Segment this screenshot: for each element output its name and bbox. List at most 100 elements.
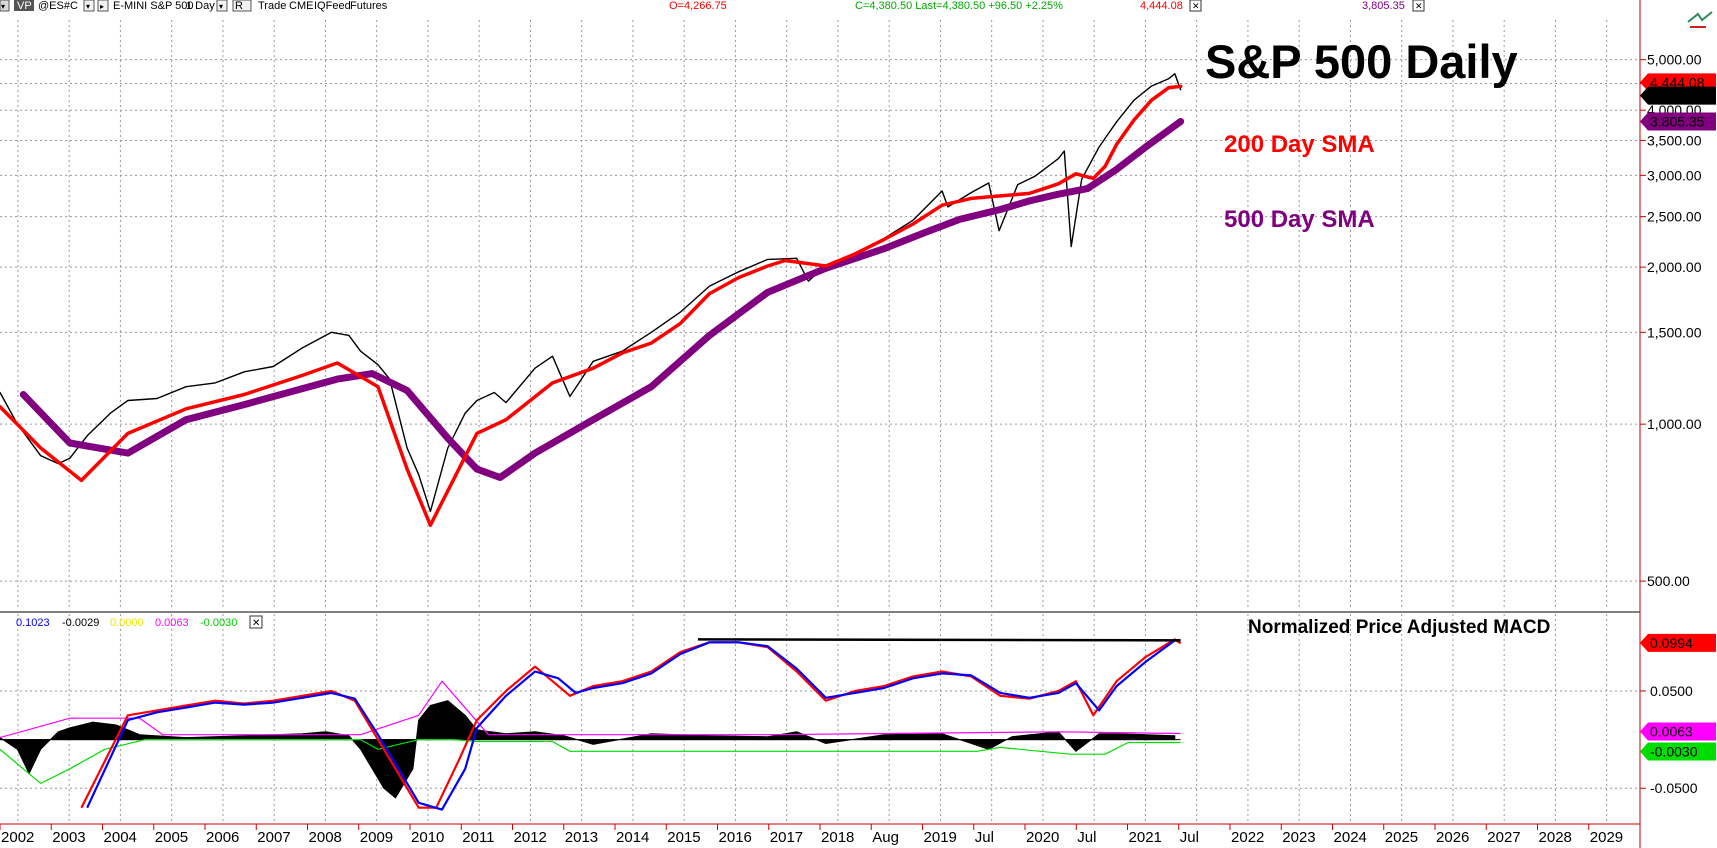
y-tick-label: 2,000.00 (1647, 259, 1702, 275)
sma500-readout: 3,805.35 (1362, 0, 1405, 12)
chart-title: S&P 500 Daily (1205, 35, 1518, 88)
sma500-series-label: 500 Day SMA (1224, 206, 1375, 233)
x-tick-label: 2004 (104, 829, 137, 846)
x-tick-label: 2012 (514, 829, 547, 846)
sma200-line (0, 84, 1183, 527)
x-tick-label: 2025 (1385, 829, 1418, 846)
r-menu-button[interactable] (232, 0, 252, 12)
x-tick-label: 2010 (411, 829, 444, 846)
y-tick-label: 5,000.00 (1647, 52, 1702, 68)
price-tags: 4,444.084,380.00 3,805.35 (1640, 73, 1716, 131)
macd-value-tag: 0.0994 (1640, 633, 1716, 652)
x-tick-label: 2021 (1129, 829, 1162, 846)
x-tick-label: Jul (1180, 829, 1199, 846)
macd-value-tag-label: 0.0063 (1650, 723, 1693, 739)
interval-dropdown-button[interactable] (216, 0, 228, 12)
macd-lower-band (0, 738, 1181, 785)
chevron-down-icon: ▾ (1, 2, 5, 11)
macd-line (86, 639, 1181, 811)
x-tick-label: 2018 (821, 829, 854, 846)
symbol-label[interactable]: @ES#C (38, 0, 78, 12)
x-tick-label: 2011 (462, 829, 494, 846)
x-tick-label: 2029 (1590, 829, 1623, 846)
close-indicator-button[interactable] (1412, 0, 1425, 12)
x-tick-label: 2008 (309, 829, 342, 846)
x-tick-label: 2016 (719, 829, 752, 846)
price-tag: 4,380.00 (1640, 86, 1716, 105)
price-pane[interactable] (0, 72, 1185, 527)
sma500-line (19, 118, 1185, 481)
close-indicator-button[interactable] (1189, 0, 1202, 12)
y-tick-label: 0.0500 (1650, 683, 1693, 699)
x-tick-label: 2019 (924, 829, 957, 846)
close-icon: ✕ (1415, 1, 1423, 11)
interval-label[interactable]: 1 Day (186, 0, 215, 12)
x-tick-label: 2007 (257, 829, 290, 846)
sma200-readout: 4,444.08 (1140, 0, 1183, 12)
close-readout: C=4,380.50 Last=4,380.50 +96.50 +2.25% (855, 0, 1063, 12)
exchange-label: CME (289, 0, 313, 12)
y-tick-label: 1,000.00 (1647, 416, 1702, 432)
y-tick-label: 500.00 (1647, 573, 1690, 589)
macd-histogram (0, 700, 1176, 799)
macd-readout: 0.0063 (155, 617, 189, 629)
close-icon: ✕ (1192, 1, 1200, 11)
time-axis[interactable]: 2002 2003 2004 2005 2006 2007 2008 2009 2010 2011… (0, 824, 1623, 846)
x-tick-label: Jul (1077, 829, 1096, 846)
x-tick-label: Jul (975, 829, 994, 846)
macd-value-tag-label: -0.0030 (1650, 744, 1698, 760)
macd-readout: 0.0000 (110, 617, 144, 629)
price-tag: 3,805.35 (1640, 112, 1716, 131)
menu-dropdown-icon[interactable] (0, 0, 10, 12)
x-tick-label: 2022 (1231, 829, 1264, 846)
trade-label: Trade (258, 0, 286, 12)
y-tick-label: -0.0500 (1650, 780, 1698, 796)
instrument-toggle-button[interactable] (97, 0, 109, 12)
macd-value-tag: 0.0063 (1640, 722, 1716, 741)
x-tick-label: 2009 (360, 829, 393, 846)
x-tick-label: 2017 (770, 829, 803, 846)
x-tick-label: 2023 (1282, 829, 1315, 846)
macd-readouts: 0.1023 -0.0029 0.0000 0.0063 -0.0030 (16, 617, 237, 629)
chart-toolbar: ▾ VP @ES#C ▾ ▸ E-MINI S&P 500 1 Day ▾ R … (0, 0, 1713, 28)
y-tick-label: 1,500.00 (1647, 324, 1702, 340)
macd-readout: -0.0029 (62, 617, 99, 629)
chart-tools-icon[interactable] (1687, 11, 1713, 28)
chevron-down-icon: ▾ (86, 2, 90, 11)
close-icon: ✕ (252, 618, 260, 629)
price-tag-label: 3,805.35 (1650, 114, 1705, 130)
macd-value-tag-label: 0.0994 (1650, 635, 1693, 651)
x-tick-label: 2027 (1487, 829, 1520, 846)
macd-pane[interactable] (0, 638, 1182, 811)
close-indicator-button[interactable] (249, 615, 263, 629)
x-tick-label: Aug (872, 829, 899, 846)
macd-readout: -0.0030 (200, 617, 237, 629)
vp-button[interactable] (14, 0, 34, 11)
vp-label: VP (17, 0, 32, 12)
macd-axis[interactable]: 0.0500 -0.0500 (1640, 683, 1698, 796)
price-tag-label: 4,380.00 (1650, 88, 1705, 104)
x-tick-label: 2020 (1026, 829, 1059, 846)
price-tag-label: 4,444.08 (1650, 74, 1705, 90)
macd-tags: 0.0994 0.0063 -0.0030 (1640, 633, 1716, 761)
y-tick-label: 3,500.00 (1647, 132, 1702, 148)
x-tick-label: 2015 (667, 829, 700, 846)
macd-reference-line (697, 638, 1181, 642)
x-tick-label: 2028 (1539, 829, 1572, 846)
y-tick-label: 3,000.00 (1647, 167, 1702, 183)
symbol-dropdown-button[interactable] (83, 0, 95, 12)
macd-readout: 0.1023 (16, 617, 50, 629)
x-tick-label: 2002 (1, 829, 34, 846)
x-tick-label: 2006 (206, 829, 239, 846)
expand-icon: ▸ (100, 2, 104, 11)
x-tick-label: 2024 (1334, 829, 1367, 846)
macd-upper-band (0, 680, 1181, 739)
r-label: R (235, 0, 243, 12)
x-tick-label: 2014 (616, 829, 649, 846)
instrument-type: Futures (350, 0, 388, 12)
x-tick-label: 2013 (565, 829, 598, 846)
sma200-series-label: 200 Day SMA (1224, 131, 1375, 158)
feed-label: IQFeed (314, 0, 351, 12)
